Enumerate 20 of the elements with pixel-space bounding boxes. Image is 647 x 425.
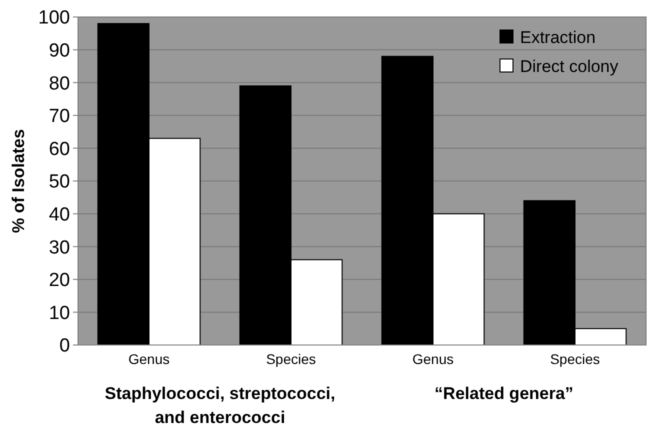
y-tick-label: 40 [48,204,70,226]
y-tick-label: 10 [48,302,70,324]
x-tick-label: Species [266,351,316,367]
y-tick-label: 20 [48,270,70,292]
y-tick-label: 90 [48,40,70,62]
legend-label: Direct colony [520,56,619,76]
y-tick-label: 30 [48,237,70,258]
y-tick-label: 0 [59,336,70,357]
x-tick-label: Genus [128,351,170,367]
y-tick-label: 50 [48,172,70,193]
x-tick-label: Species [550,351,600,367]
text: “Related genera” [434,384,574,403]
legend-label: Extraction [520,28,596,47]
y-axis-title: % of Isolates [9,129,28,233]
y-tick-label: 70 [48,106,70,128]
text: Staphylococci, streptococci, and enterococci [104,384,336,425]
y-tick-label: 100 [38,8,70,29]
x-tick-label: Genus [412,351,454,367]
y-tick-label: 80 [48,73,70,94]
y-tick-label: 60 [48,138,70,160]
